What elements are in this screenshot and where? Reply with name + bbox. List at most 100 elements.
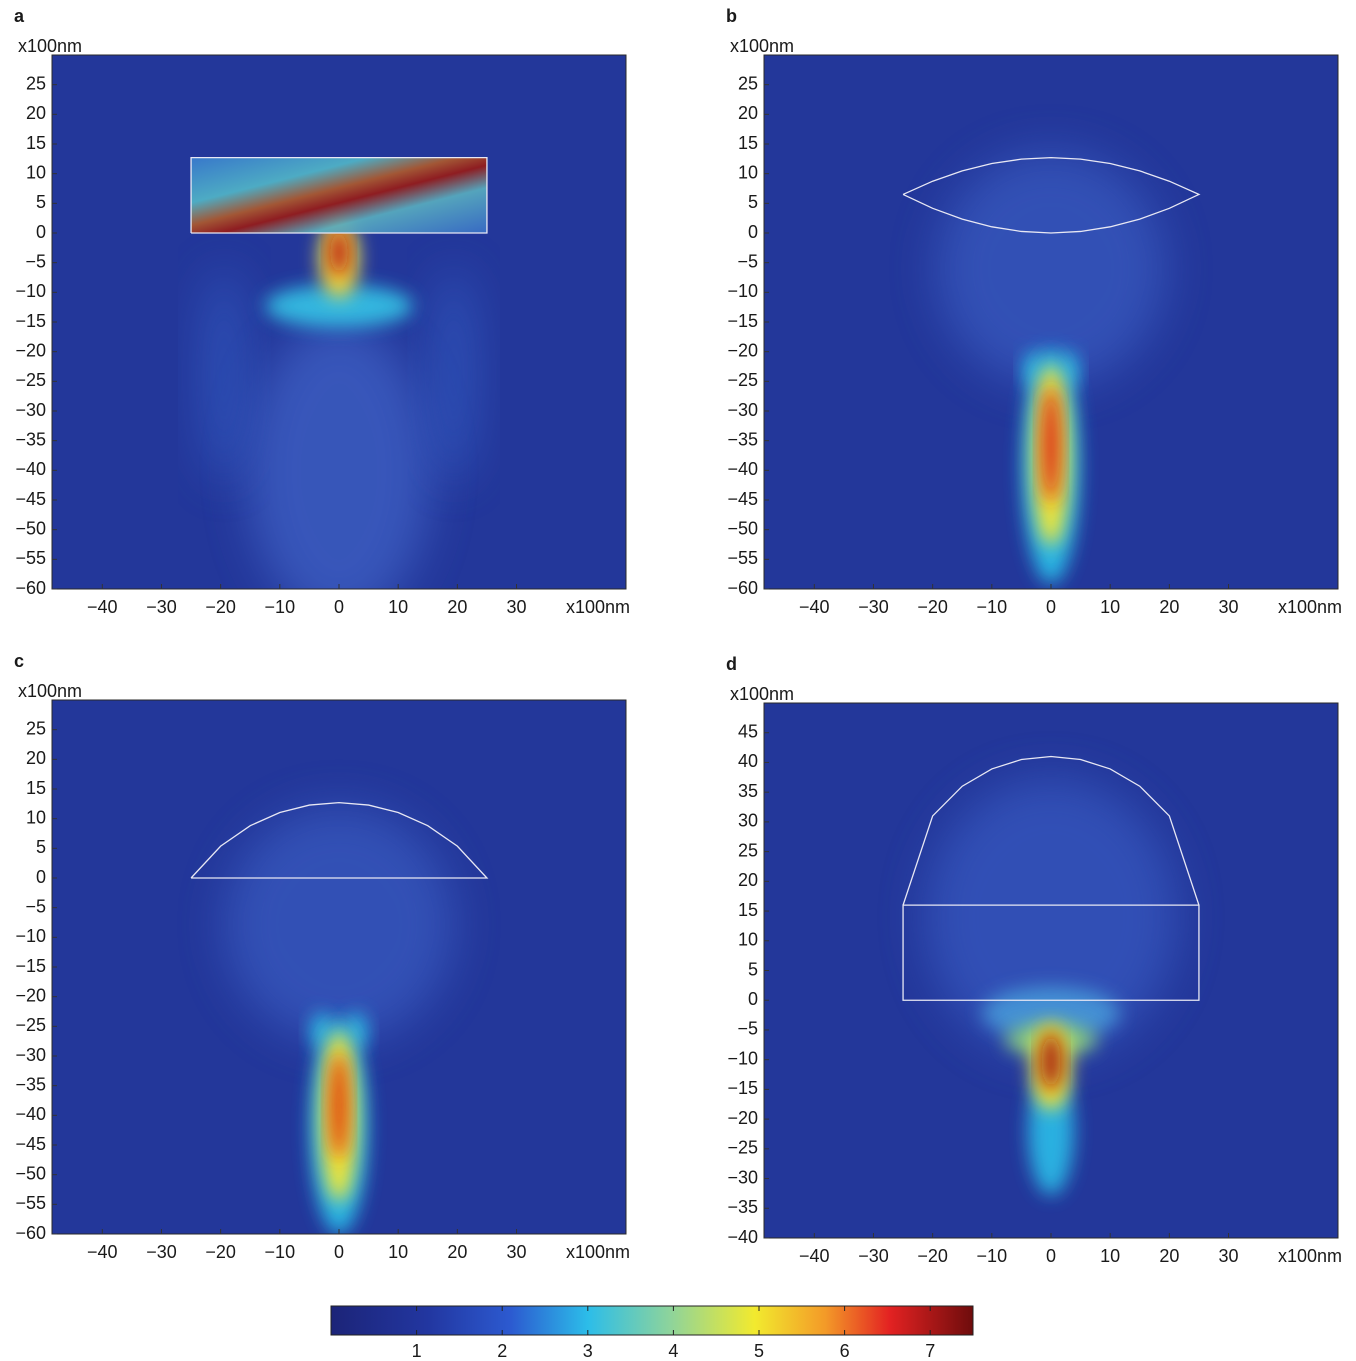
y-tick-label: −15 bbox=[727, 1078, 758, 1098]
y-tick-label: 30 bbox=[738, 811, 758, 831]
y-tick-label: −50 bbox=[727, 518, 758, 538]
x-axis-label: x100nm bbox=[1278, 597, 1342, 617]
y-axis-label: x100nm bbox=[18, 681, 82, 701]
y-tick-label: 0 bbox=[36, 222, 46, 242]
y-tick-label: 20 bbox=[26, 748, 46, 768]
y-tick-label: −45 bbox=[15, 489, 46, 509]
y-tick-label: 35 bbox=[738, 781, 758, 801]
panel-label: c bbox=[14, 651, 24, 671]
panel-label: d bbox=[726, 654, 737, 674]
y-tick-label: −5 bbox=[737, 251, 758, 271]
x-tick-label: −10 bbox=[265, 597, 296, 617]
y-tick-label: −25 bbox=[15, 370, 46, 390]
colorbar-tick-label: 3 bbox=[583, 1341, 593, 1361]
x-tick-label: 30 bbox=[1219, 1246, 1239, 1266]
x-tick-label: 20 bbox=[1159, 597, 1179, 617]
x-tick-label: −30 bbox=[146, 1242, 177, 1262]
field-glow bbox=[224, 807, 454, 1042]
field-map bbox=[52, 55, 626, 621]
x-tick-label: 30 bbox=[507, 1242, 527, 1262]
y-tick-label: −30 bbox=[727, 400, 758, 420]
y-tick-label: 10 bbox=[738, 162, 758, 182]
y-tick-label: 45 bbox=[738, 721, 758, 741]
x-tick-label: 0 bbox=[1046, 1246, 1056, 1266]
x-tick-label: −40 bbox=[799, 1246, 830, 1266]
y-tick-label: 25 bbox=[738, 840, 758, 860]
y-tick-label: 20 bbox=[738, 103, 758, 123]
x-axis-label: x100nm bbox=[566, 1242, 630, 1262]
y-tick-label: −50 bbox=[15, 518, 46, 538]
y-tick-label: 5 bbox=[36, 837, 46, 857]
x-tick-label: −40 bbox=[87, 1242, 118, 1262]
y-tick-label: 40 bbox=[738, 751, 758, 771]
x-axis-label: x100nm bbox=[1278, 1246, 1342, 1266]
colorbar-tick-label: 5 bbox=[754, 1341, 764, 1361]
y-tick-label: 5 bbox=[748, 959, 758, 979]
lens-interior bbox=[191, 158, 487, 233]
y-tick-label: −5 bbox=[25, 896, 46, 916]
colorbar-tick-label: 2 bbox=[497, 1341, 507, 1361]
y-tick-label: 15 bbox=[26, 133, 46, 153]
x-tick-label: −10 bbox=[977, 1246, 1008, 1266]
panel-label: a bbox=[14, 6, 25, 26]
x-tick-label: 0 bbox=[1046, 597, 1056, 617]
y-axis-label: x100nm bbox=[18, 36, 82, 56]
x-tick-label: −20 bbox=[205, 1242, 236, 1262]
x-tick-label: −20 bbox=[205, 597, 236, 617]
x-tick-label: −30 bbox=[146, 597, 177, 617]
x-tick-label: 10 bbox=[388, 597, 408, 617]
y-tick-label: 10 bbox=[26, 807, 46, 827]
x-tick-label: −30 bbox=[858, 1246, 889, 1266]
x-tick-label: −10 bbox=[265, 1242, 296, 1262]
y-tick-label: 25 bbox=[26, 718, 46, 738]
x-tick-label: −20 bbox=[917, 1246, 948, 1266]
y-tick-label: −35 bbox=[727, 1197, 758, 1217]
y-tick-label: −30 bbox=[15, 1045, 46, 1065]
x-tick-label: 20 bbox=[447, 1242, 467, 1262]
y-tick-label: −15 bbox=[15, 311, 46, 331]
y-tick-label: −40 bbox=[727, 459, 758, 479]
y-tick-label: 5 bbox=[36, 192, 46, 212]
y-tick-label: −15 bbox=[15, 956, 46, 976]
y-tick-label: −55 bbox=[15, 548, 46, 568]
y-axis-label: x100nm bbox=[730, 36, 794, 56]
field-glow bbox=[1042, 386, 1060, 503]
y-tick-label: −40 bbox=[727, 1227, 758, 1247]
y-tick-label: −25 bbox=[727, 1138, 758, 1158]
x-tick-label: 0 bbox=[334, 1242, 344, 1262]
x-tick-label: 20 bbox=[1159, 1246, 1179, 1266]
y-tick-label: −60 bbox=[15, 1223, 46, 1243]
x-tick-label: 30 bbox=[1219, 597, 1239, 617]
y-tick-label: 15 bbox=[738, 133, 758, 153]
y-tick-label: −10 bbox=[15, 926, 46, 946]
y-tick-label: −10 bbox=[15, 281, 46, 301]
y-tick-label: 20 bbox=[26, 103, 46, 123]
y-tick-label: −60 bbox=[15, 578, 46, 598]
y-tick-label: 25 bbox=[26, 73, 46, 93]
y-tick-label: 5 bbox=[748, 192, 758, 212]
y-tick-label: −45 bbox=[15, 1134, 46, 1154]
y-tick-label: −25 bbox=[15, 1015, 46, 1035]
y-tick-label: −5 bbox=[737, 1019, 758, 1039]
y-tick-label: 10 bbox=[738, 930, 758, 950]
x-tick-label: 0 bbox=[334, 597, 344, 617]
x-axis-label: x100nm bbox=[566, 597, 630, 617]
colorbar-tick-label: 6 bbox=[840, 1341, 850, 1361]
page: −40−30−20−1001020302520151050−5−10−15−20… bbox=[0, 0, 1356, 1361]
x-tick-label: 10 bbox=[1100, 1246, 1120, 1266]
x-tick-label: 10 bbox=[388, 1242, 408, 1262]
x-tick-label: −10 bbox=[977, 597, 1008, 617]
y-tick-label: −60 bbox=[727, 578, 758, 598]
y-tick-label: −35 bbox=[727, 429, 758, 449]
figure: −40−30−20−1001020302520151050−5−10−15−20… bbox=[0, 0, 1356, 1361]
colorbar-tick-label: 7 bbox=[925, 1341, 935, 1361]
y-tick-label: −10 bbox=[727, 281, 758, 301]
y-tick-label: −20 bbox=[727, 340, 758, 360]
y-tick-label: −55 bbox=[15, 1193, 46, 1213]
y-tick-label: −35 bbox=[15, 429, 46, 449]
y-tick-label: 20 bbox=[738, 870, 758, 890]
y-tick-label: 15 bbox=[26, 778, 46, 798]
x-tick-label: −40 bbox=[799, 597, 830, 617]
y-tick-label: −40 bbox=[15, 1104, 46, 1124]
x-tick-label: −20 bbox=[917, 597, 948, 617]
